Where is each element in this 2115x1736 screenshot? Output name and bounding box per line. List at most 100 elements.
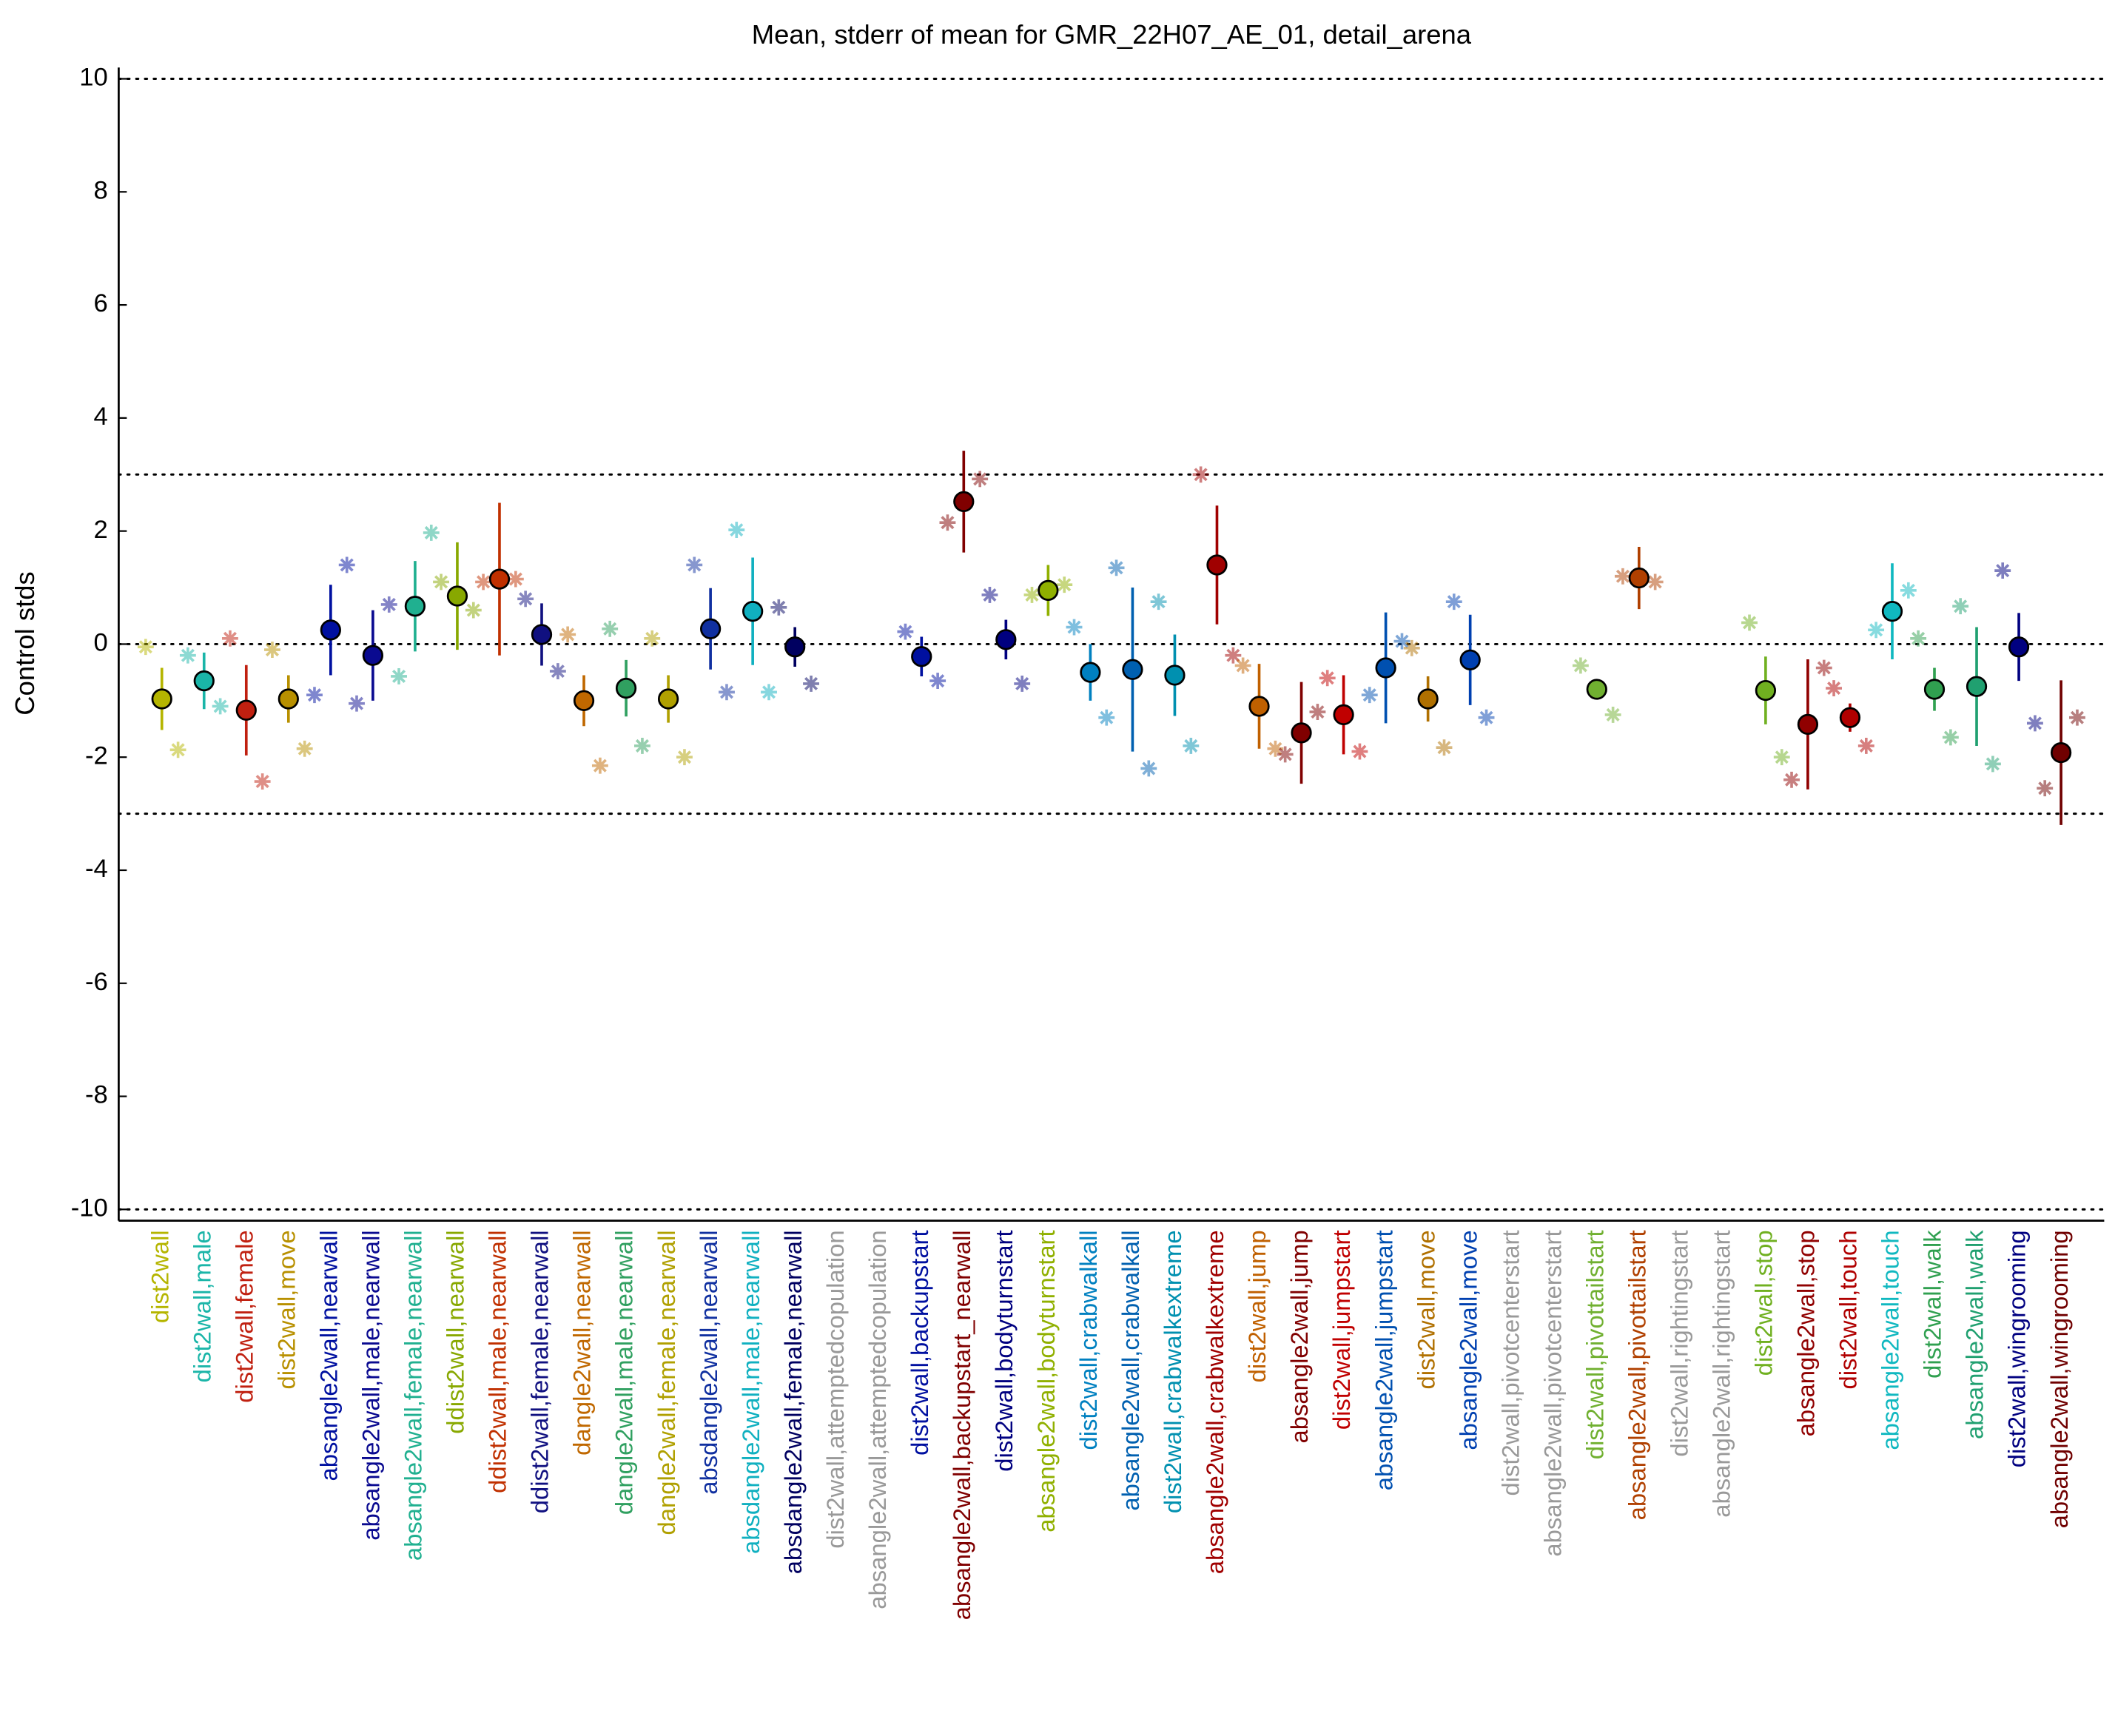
x-tick-label: dist2wall,rightingstart: [1665, 1230, 1692, 1456]
asterisk-marker: [1014, 675, 1031, 692]
mean-point: [1038, 579, 1059, 601]
mean-point: [235, 699, 257, 721]
asterisk-marker: [719, 684, 735, 701]
x-tick-label: dist2wall,male: [188, 1230, 215, 1382]
asterisk-marker: [1952, 598, 1969, 615]
x-tick-label: dist2wall,walk: [1919, 1230, 1946, 1379]
asterisk-marker: [1361, 687, 1378, 704]
mean-point: [362, 645, 384, 666]
x-tick-label: ddist2wall,male,nearwall: [484, 1230, 511, 1493]
mean-point: [531, 624, 553, 645]
x-tick-label: dist2wall,touch: [1835, 1230, 1862, 1389]
x-tick-label: dist2wall,jumpstart: [1328, 1230, 1355, 1430]
x-tick-label: absangle2wall,bodyturnstart: [1032, 1230, 1060, 1532]
asterisk-marker: [897, 623, 914, 640]
x-tick-label: dist2wall,pivottailstart: [1581, 1230, 1608, 1459]
asterisk-marker: [1900, 582, 1917, 599]
asterisk-marker: [1783, 771, 1800, 788]
mean-point: [320, 619, 341, 641]
x-tick-label: dist2wall,pivotcenterstart: [1496, 1230, 1524, 1496]
x-tick-label: absangle2wall,walk: [1961, 1230, 1988, 1439]
asterisk-marker: [1192, 466, 1209, 483]
asterisk-marker: [1815, 659, 1832, 676]
asterisk-marker: [1604, 706, 1621, 723]
mean-point: [657, 688, 679, 710]
asterisk-marker: [591, 757, 608, 774]
mean-point: [1206, 554, 1228, 576]
mean-point: [953, 491, 975, 513]
x-tick-label: absangle2wall,touch: [1877, 1230, 1904, 1450]
asterisk-marker: [1994, 562, 2011, 579]
mean-point: [1966, 676, 1988, 697]
asterisk-marker: [761, 684, 777, 701]
asterisk-marker: [939, 514, 956, 531]
asterisk-marker: [1309, 704, 1326, 721]
asterisk-marker: [1393, 633, 1410, 650]
mean-point: [446, 585, 468, 607]
mean-point: [2008, 636, 2030, 658]
chart-title: Mean, stderr of mean for GMR_22H07_AE_01…: [752, 19, 1472, 50]
y-tick-label: -4: [85, 855, 108, 883]
asterisk-marker: [465, 602, 482, 619]
asterisk-marker: [179, 647, 196, 664]
mean-point: [1122, 659, 1143, 680]
mean-point: [1417, 688, 1439, 710]
asterisk-marker: [972, 471, 989, 488]
mean-point: [1459, 649, 1481, 670]
asterisk-marker: [929, 673, 946, 690]
asterisk-marker: [1277, 746, 1294, 763]
mean-point: [699, 618, 722, 639]
asterisk-marker: [1826, 680, 1843, 696]
y-axis-label: Control stds: [10, 571, 40, 715]
asterisk-marker: [549, 663, 566, 680]
asterisk-marker: [1403, 639, 1420, 656]
mean-point: [404, 596, 426, 617]
y-tick-label: -10: [71, 1194, 108, 1222]
asterisk-marker: [1056, 576, 1073, 593]
x-tick-label: dangle2wall,female,nearwall: [653, 1230, 680, 1535]
x-tick-label: absangle2wall,female,nearwall: [400, 1230, 427, 1561]
asterisk-marker: [349, 695, 365, 712]
y-tick-label: -2: [85, 741, 108, 770]
asterisk-marker: [1436, 739, 1453, 756]
asterisk-marker: [169, 741, 186, 758]
x-tick-label: absangle2wall,jumpstart: [1370, 1230, 1397, 1490]
x-tick-label: absdangle2wall,female,nearwall: [779, 1230, 807, 1574]
y-tick-label: 6: [94, 289, 108, 317]
mean-point: [278, 688, 299, 710]
x-tick-label: absangle2wall,pivotcenterstart: [1539, 1230, 1566, 1556]
asterisk-marker: [770, 599, 787, 616]
mean-point: [151, 688, 172, 710]
x-tick-label: absangle2wall,stop: [1792, 1230, 1820, 1436]
x-tick-label: absangle2wall,rightingstart: [1708, 1230, 1735, 1517]
mean-point: [1839, 707, 1861, 728]
asterisk-marker: [338, 556, 355, 573]
x-tick-label: absangle2wall,attemptedcopulation: [864, 1230, 891, 1609]
mean-point: [742, 600, 764, 622]
asterisk-marker: [2037, 780, 2054, 797]
asterisk-marker: [1478, 709, 1495, 726]
mean-point: [995, 629, 1017, 650]
asterisk-marker: [1741, 614, 1758, 631]
asterisk-marker: [1572, 657, 1589, 674]
x-tick-label: absangle2wall,crabwalkextreme: [1201, 1230, 1228, 1574]
x-tick-label: absdangle2wall,nearwall: [695, 1230, 722, 1494]
y-tick-label: 0: [94, 629, 108, 657]
x-tick-label: dist2wall,move: [1412, 1230, 1439, 1389]
y-tick-label: -8: [85, 1081, 108, 1109]
mean-point: [1333, 704, 1354, 726]
x-tick-label: absangle2wall,move: [1454, 1230, 1482, 1450]
asterisk-marker: [1108, 559, 1125, 576]
x-tick-label: absangle2wall,nearwall: [315, 1230, 343, 1481]
x-tick-label: dangle2wall,nearwall: [568, 1230, 596, 1455]
asterisk-marker: [1234, 657, 1251, 674]
asterisk-marker: [1351, 743, 1368, 760]
asterisk-marker: [517, 591, 534, 608]
mean-point: [615, 677, 637, 699]
x-tick-label: ddist2wall,nearwall: [442, 1230, 469, 1433]
asterisk-marker: [475, 573, 492, 591]
asterisk-marker: [686, 556, 703, 573]
asterisk-marker: [1225, 647, 1242, 664]
asterisk-marker: [391, 668, 407, 684]
